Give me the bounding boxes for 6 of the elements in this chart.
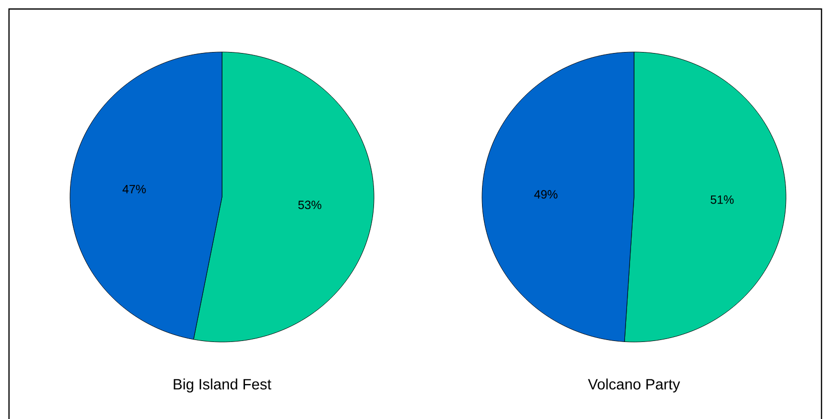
data-label: 51% <box>710 195 734 204</box>
data-label: 53% <box>298 200 322 210</box>
data-label: 49% <box>534 190 558 199</box>
data-label: 47% <box>122 184 146 194</box>
text: Big Island Fest <box>174 378 272 392</box>
text: Volcano Party <box>588 378 680 392</box>
